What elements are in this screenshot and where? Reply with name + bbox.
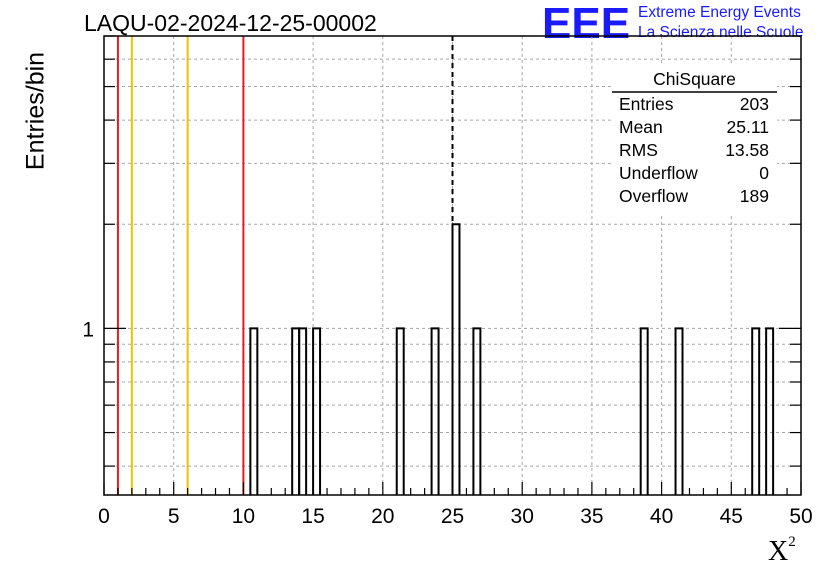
x-tick-label: 30 xyxy=(511,505,534,528)
x-tick-label: 15 xyxy=(301,505,324,528)
x-tick-label: 45 xyxy=(720,505,743,528)
histogram-bar xyxy=(250,328,257,495)
x-tick-label: 25 xyxy=(441,505,464,528)
stats-row-label: RMS xyxy=(619,140,658,160)
histogram-bar xyxy=(397,328,404,495)
stats-row-label: Underflow xyxy=(619,163,698,183)
stats-row-label: Entries xyxy=(619,94,674,114)
x-tick-label: 0 xyxy=(98,505,110,528)
stats-row-value: 189 xyxy=(740,186,769,206)
stats-row-value: 203 xyxy=(740,94,769,114)
histogram-bar xyxy=(641,328,648,495)
x-tick-label: 40 xyxy=(650,505,673,528)
reference-lines xyxy=(118,36,453,495)
x-tick-label: 10 xyxy=(232,505,255,528)
histogram-bars xyxy=(250,224,773,495)
stats-box: ChiSquare Entries 203 Mean 25.11 RMS 13.58 Unde… xyxy=(612,66,777,214)
stats-row-value: 25.11 xyxy=(727,117,770,137)
histogram-bar xyxy=(299,328,306,495)
histogram-bar xyxy=(292,328,299,495)
stats-row-label: Overflow xyxy=(619,186,688,206)
stats-row-value: 13.58 xyxy=(725,140,769,160)
histogram-bar xyxy=(766,328,773,495)
y-tick-label: 1 xyxy=(82,318,94,341)
x-tick-label: 5 xyxy=(168,505,180,528)
histogram-bar xyxy=(453,224,460,495)
histogram-bar xyxy=(432,328,439,495)
stats-row-label: Mean xyxy=(619,117,663,137)
histogram-bar xyxy=(752,328,759,495)
x-tick-label: 35 xyxy=(580,505,603,528)
x-tick-label: 20 xyxy=(371,505,394,528)
stats-box-title: ChiSquare xyxy=(653,69,736,89)
histogram-bar xyxy=(313,328,320,495)
histogram-bar xyxy=(473,328,480,495)
stats-row-value: 0 xyxy=(759,163,769,183)
x-tick-label: 50 xyxy=(789,505,812,528)
histogram-bar xyxy=(676,328,683,495)
